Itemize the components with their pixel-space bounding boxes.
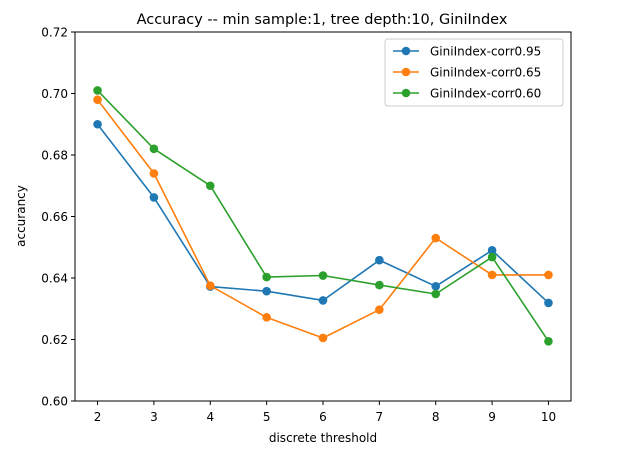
x-tick-label: 5 — [263, 410, 271, 424]
data-point-series-1 — [375, 255, 384, 265]
legend-box — [384, 38, 564, 107]
data-point-series-1 — [431, 282, 441, 291]
legend-label: GiniIndex-corr0.95 — [430, 45, 541, 59]
y-tick-label: 0.64 — [41, 272, 68, 286]
data-point-series-1 — [93, 119, 102, 129]
x-tick-label: 4 — [206, 410, 214, 424]
y-tick-label: 0.66 — [41, 210, 68, 224]
data-point-series-3 — [262, 272, 271, 282]
data-point-series-3 — [93, 86, 102, 95]
legend-label: GiniIndex-corr0.65 — [430, 66, 541, 80]
data-point-series-1 — [262, 286, 271, 296]
y-axis: 0.60 0.62 0.64 0.66 0.68 0.70 0.72 — [41, 26, 75, 409]
x-tick-label: 2 — [94, 410, 102, 424]
y-axis-label: accurancy — [14, 185, 28, 247]
y-tick-label: 0.70 — [41, 87, 68, 101]
data-point-series-1 — [544, 298, 553, 308]
data-point-series-2 — [93, 95, 102, 104]
data-point-series-1 — [487, 246, 497, 255]
legend-swatch-marker — [401, 88, 411, 98]
data-point-series-3 — [205, 181, 215, 191]
data-point-series-2 — [262, 313, 271, 322]
chart-title: Accuracy -- min sample:1, tree depth:10,… — [137, 12, 508, 28]
x-tick-label: 6 — [319, 410, 327, 424]
x-tick-label: 3 — [150, 410, 158, 424]
x-axis-label: discrete threshold — [269, 431, 377, 445]
data-point-series-2 — [431, 233, 441, 243]
data-point-series-2 — [149, 169, 159, 178]
data-point-series-2 — [205, 281, 215, 290]
data-point-series-3 — [318, 271, 328, 280]
legend: GiniIndex-corr0.95 GiniIndex-corr0.65 Gini… — [384, 38, 564, 107]
data-point-series-3 — [431, 289, 441, 299]
data-point-series-3 — [544, 337, 553, 346]
data-point-series-1 — [318, 296, 328, 305]
y-tick-label: 0.72 — [41, 26, 68, 40]
legend-label: GiniIndex-corr0.60 — [430, 87, 541, 101]
data-point-series-3 — [149, 144, 159, 154]
x-axis: 2 3 4 5 6 7 8 9 10 — [94, 401, 556, 424]
data-point-series-2 — [318, 333, 328, 343]
data-point-series-1 — [149, 193, 159, 202]
data-point-series-2 — [375, 305, 384, 314]
x-tick-label: 8 — [432, 410, 440, 424]
y-tick-label: 0.68 — [41, 149, 68, 163]
x-tick-label: 9 — [488, 410, 496, 424]
data-point-series-3 — [375, 280, 384, 290]
x-tick-label: 7 — [376, 410, 384, 424]
y-tick-label: 0.60 — [41, 395, 68, 409]
series-layer — [93, 86, 553, 346]
legend-swatch-marker — [401, 46, 411, 56]
legend-swatch-marker — [401, 67, 411, 77]
data-point-series-3 — [487, 252, 497, 262]
y-tick-label: 0.62 — [41, 333, 68, 347]
x-tick-label: 10 — [541, 410, 556, 424]
data-point-series-2 — [487, 270, 497, 280]
data-point-series-2 — [544, 270, 553, 280]
